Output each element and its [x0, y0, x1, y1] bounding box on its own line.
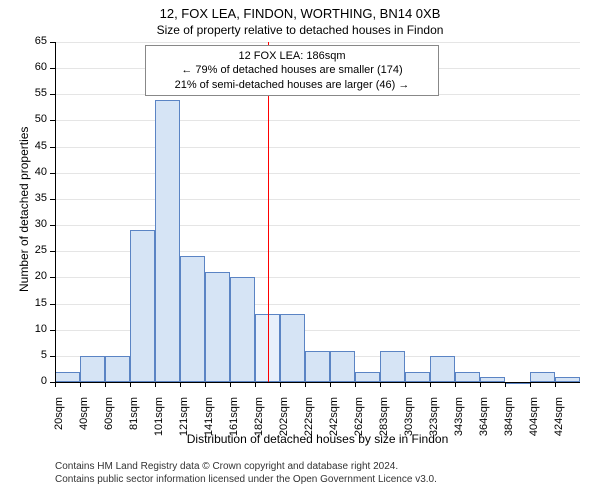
y-axis-line — [55, 42, 56, 382]
x-tick-label: 242sqm — [328, 397, 340, 436]
histogram-bar — [230, 277, 255, 382]
y-gridline — [55, 42, 580, 43]
histogram-bar — [155, 100, 180, 382]
histogram-bar — [405, 372, 430, 382]
histogram-bar — [530, 372, 555, 382]
histogram-bar — [380, 351, 405, 382]
x-tick-label: 283sqm — [378, 397, 390, 436]
y-axis-label: Number of detached properties — [17, 132, 31, 292]
x-axis-label: Distribution of detached houses by size … — [55, 432, 580, 446]
histogram-bar — [430, 356, 455, 382]
annotation-line1: 12 FOX LEA: 186sqm — [152, 49, 432, 63]
x-tick-label: 141sqm — [203, 397, 215, 436]
x-axis-line — [55, 382, 580, 383]
x-tick-label: 222sqm — [303, 397, 315, 436]
y-gridline — [55, 225, 580, 226]
y-tick-label: 60 — [25, 61, 47, 73]
histogram-bar — [80, 356, 105, 382]
histogram-bar — [280, 314, 305, 382]
histogram-bar — [355, 372, 380, 382]
x-tick-label: 384sqm — [503, 397, 515, 436]
footer-text: Contains HM Land Registry data © Crown c… — [55, 460, 437, 486]
x-tick-label: 121sqm — [178, 397, 190, 436]
y-gridline — [55, 199, 580, 200]
histogram-bar — [130, 230, 155, 382]
chart-title: 12, FOX LEA, FINDON, WORTHING, BN14 0XB — [0, 0, 600, 21]
annotation-line2: ← 79% of detached houses are smaller (17… — [152, 63, 432, 77]
x-tick-label: 323sqm — [428, 397, 440, 436]
histogram-bar — [180, 256, 205, 382]
y-gridline — [55, 173, 580, 174]
x-tick-label: 60sqm — [103, 397, 115, 430]
histogram-bar — [55, 372, 80, 382]
y-gridline — [55, 120, 580, 121]
x-tick-label: 303sqm — [403, 397, 415, 436]
y-tick-label: 5 — [25, 349, 47, 361]
y-gridline — [55, 147, 580, 148]
x-tick-label: 182sqm — [253, 397, 265, 436]
annotation-line3: 21% of semi-detached houses are larger (… — [152, 78, 432, 92]
histogram-bar — [305, 351, 330, 382]
y-tick-label: 65 — [25, 35, 47, 47]
chart-subtitle: Size of property relative to detached ho… — [0, 21, 600, 39]
x-tick-label: 364sqm — [478, 397, 490, 436]
histogram-bar — [205, 272, 230, 382]
x-tick-label: 101sqm — [153, 397, 165, 436]
histogram-bar — [455, 372, 480, 382]
x-tick-label: 202sqm — [278, 397, 290, 436]
y-tick-label: 55 — [25, 87, 47, 99]
x-tick-label: 20sqm — [53, 397, 65, 430]
y-tick-label: 50 — [25, 113, 47, 125]
y-tick-label: 0 — [25, 375, 47, 387]
footer-line1: Contains HM Land Registry data © Crown c… — [55, 460, 437, 473]
x-tick-label: 343sqm — [453, 397, 465, 436]
histogram-bar — [330, 351, 355, 382]
histogram-bar — [105, 356, 130, 382]
x-tick-label: 81sqm — [128, 397, 140, 430]
x-tick-label: 161sqm — [228, 397, 240, 436]
footer-line2: Contains public sector information licen… — [55, 473, 437, 486]
y-tick-label: 10 — [25, 323, 47, 335]
y-tick-label: 15 — [25, 297, 47, 309]
x-tick-label: 404sqm — [528, 397, 540, 436]
chart-container: 12, FOX LEA, FINDON, WORTHING, BN14 0XB … — [0, 0, 600, 500]
x-tick-label: 262sqm — [353, 397, 365, 436]
x-tick-label: 40sqm — [78, 397, 90, 430]
x-tick-label: 424sqm — [553, 397, 565, 436]
annotation-box: 12 FOX LEA: 186sqm ← 79% of detached hou… — [145, 45, 439, 96]
